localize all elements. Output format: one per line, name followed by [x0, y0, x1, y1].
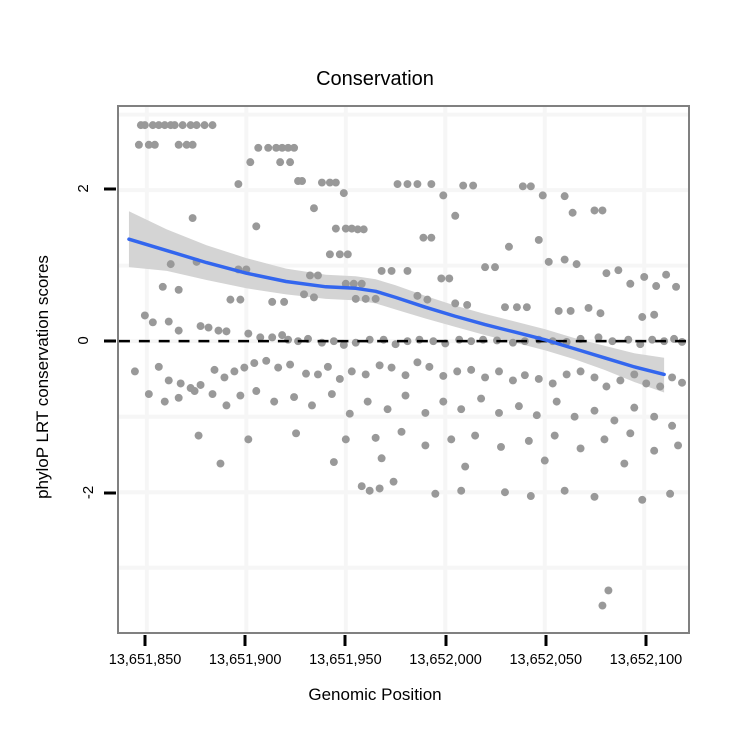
y-tick-mark: [104, 491, 116, 495]
x-tick-label: 13,651,950: [309, 652, 382, 668]
x-tick-mark: [644, 635, 648, 646]
x-axis-label: Genomic Position: [308, 685, 442, 704]
x-tick-label: 13,652,050: [509, 652, 583, 668]
x-tick-label: 13,651,900: [208, 652, 282, 668]
confidence-band: [128, 211, 665, 393]
y-tick-label: -2: [79, 486, 97, 500]
y-tick-label: 0: [74, 336, 92, 345]
x-tick-mark: [243, 635, 247, 646]
y-tick-mark: [104, 339, 116, 343]
plot-canvas: [119, 107, 688, 632]
y-axis-label: phyloP LRT conservation scores: [33, 255, 52, 499]
x-tick-mark: [544, 635, 548, 646]
x-tick-label: 13,651,850: [108, 652, 182, 668]
scatter-points: [130, 121, 687, 610]
gridlines: [119, 107, 688, 632]
x-tick-mark: [143, 635, 147, 646]
plot-panel: [117, 105, 690, 634]
x-tick-label: 13,652,000: [409, 652, 482, 668]
y-tick-mark: [104, 187, 116, 191]
chart-title: Conservation: [316, 68, 434, 90]
x-tick-mark: [343, 635, 347, 646]
x-tick-label: 13,652,100: [609, 652, 683, 668]
y-tick-label: 2: [74, 184, 92, 193]
trend-line: [127, 237, 666, 377]
x-tick-mark: [444, 635, 448, 646]
